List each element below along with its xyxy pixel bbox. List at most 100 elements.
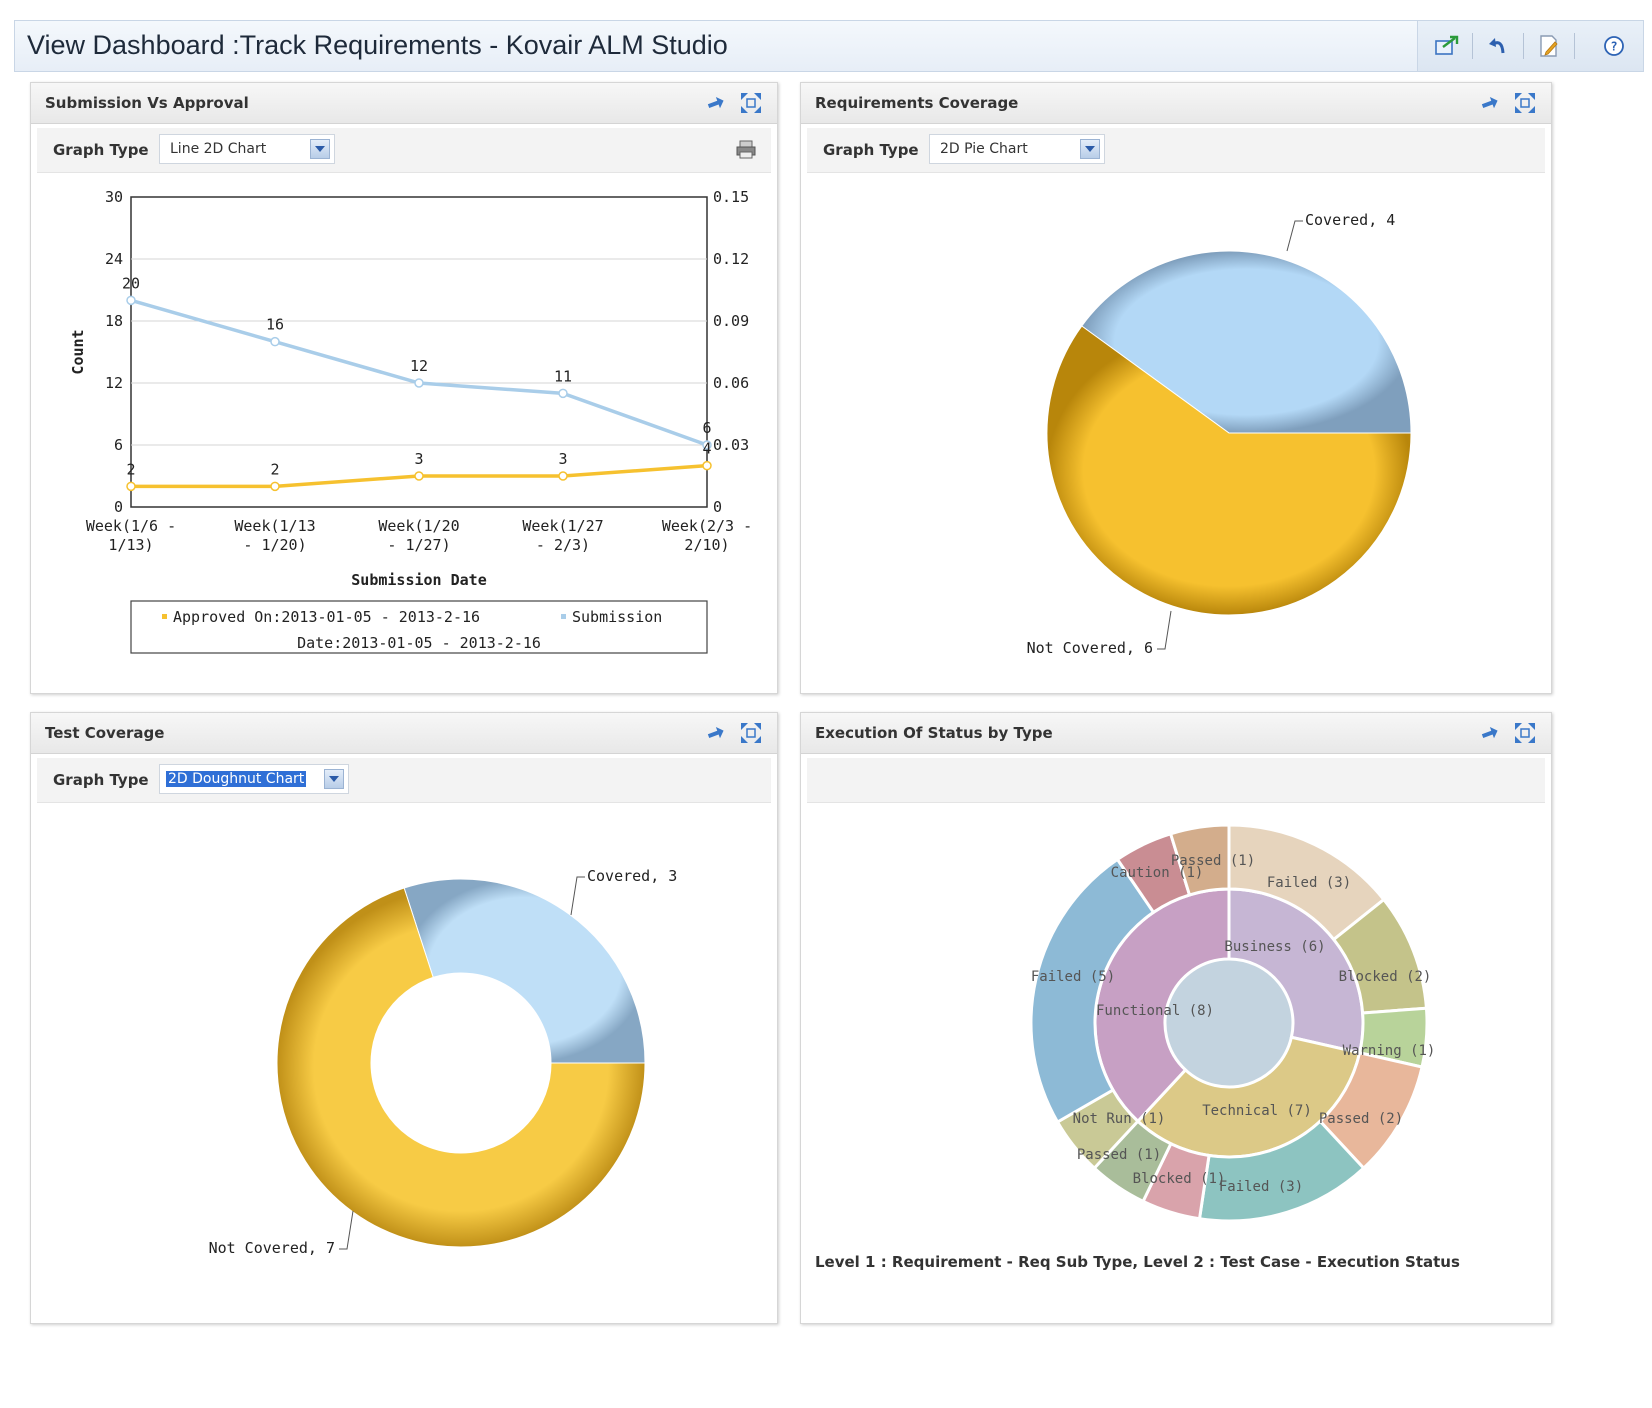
panel-tools [1479,91,1537,115]
y2-tick-label: 0.06 [713,374,749,392]
maximize-icon[interactable] [739,91,763,115]
data-label: 20 [122,274,140,292]
maximize-icon[interactable] [1513,91,1537,115]
chevron-down-icon[interactable] [1080,139,1100,159]
sunburst-chart: Business (6) Technical (7) Functional (8) F… [1029,823,1436,1223]
y2-tick-label: 0.09 [713,312,749,330]
sunburst-inner-label: Functional (8) [1096,1003,1214,1019]
refresh-icon[interactable] [1479,91,1503,115]
y2-tick-label: 0.03 [713,436,749,454]
y2-tick-label: 0.15 [713,188,749,206]
toolbar-separator [1523,33,1524,59]
sunburst-outer-label: Caution (1) [1111,865,1204,881]
print-icon[interactable] [735,140,757,160]
graph-type-label: Graph Type [53,771,149,789]
data-label: Not Covered, 6 [1027,639,1153,657]
graph-type-row: Graph Type Line 2D Chart [37,128,771,173]
x-tick-label: Week(1/6 - [86,517,176,535]
graph-type-select[interactable]: 2D Doughnut Chart [159,764,349,794]
y2-tick-label: 0.12 [713,250,749,268]
graph-type-value: 2D Pie Chart [940,141,1028,157]
chart-caption: Level 1 : Requirement - Req Sub Type, Le… [815,1253,1460,1271]
toolbar-empty-row [807,758,1545,803]
sunburst-outer-label: Failed (3) [1267,875,1351,891]
y-tick-label: 30 [105,188,123,206]
x-tick-label: 2/10) [684,536,729,554]
legend-item: Submission [572,608,662,626]
pie-chart: Covered, 4 Not Covered, 6 [1027,211,1412,657]
edit-document-icon[interactable] [1530,27,1568,65]
chevron-down-icon[interactable] [324,769,344,789]
maximize-icon[interactable] [739,721,763,745]
data-label: Covered, 4 [1305,211,1395,229]
sunburst-outer-label: Warning (1) [1343,1043,1436,1059]
graph-type-select[interactable]: 2D Pie Chart [929,134,1105,164]
data-label: 2 [270,460,279,478]
refresh-icon[interactable] [1479,721,1503,745]
panel-header: Submission Vs Approval [31,83,777,124]
data-label: 11 [554,367,572,385]
panel-header: Requirements Coverage [801,83,1551,124]
y-tick-label: 18 [105,312,123,330]
y-tick-label: 6 [114,436,123,454]
x-tick-label: Week(1/27 [522,517,603,535]
data-point [414,378,424,388]
x-tick-label: Week(1/20 [378,517,459,535]
data-label: 3 [414,450,423,468]
graph-type-label: Graph Type [823,141,919,159]
export-icon[interactable] [1428,27,1466,65]
panel-tools [705,721,763,745]
legend-swatch-submission [561,614,566,619]
sunburst-outer-label: Passed (1) [1171,853,1255,869]
panel-test-coverage: Test Coverage Graph Type 2D Doughnut Cha… [30,712,778,1324]
window-title: View Dashboard :Track Requirements - Kov… [27,30,728,60]
sunburst-outer-label: Blocked (1) [1133,1171,1226,1187]
graph-type-row: Graph Type 2D Pie Chart [807,128,1545,173]
panel-title: Execution Of Status by Type [815,724,1053,742]
refresh-icon[interactable] [705,91,729,115]
data-label: 4 [702,440,711,458]
y-tick-label: 24 [105,250,123,268]
y2-tick-label: 0 [713,498,722,516]
x-tick-label: - 1/27) [387,536,450,554]
toolbar-separator [1472,33,1473,59]
chevron-down-icon[interactable] [310,139,330,159]
pie-slice [1081,250,1412,434]
x-tick-label: Week(2/3 - [662,517,752,535]
doughnut-slice [403,878,646,1064]
help-icon[interactable]: ? [1595,27,1633,65]
sunburst-inner-label: Technical (7) [1202,1103,1312,1119]
toolbar-separator [1574,33,1575,59]
graph-type-label: Graph Type [53,141,149,159]
x-axis-label: Submission Date [351,571,486,589]
graph-type-value: Line 2D Chart [170,141,267,157]
graph-type-select[interactable]: Line 2D Chart [159,134,335,164]
plot-area [130,196,708,508]
sunburst-outer-label: Passed (2) [1319,1111,1403,1127]
legend-swatch-approved [162,614,167,619]
sunburst-outer-label: Not Run (1) [1073,1111,1166,1127]
x-tick-label: - 1/20) [243,536,306,554]
data-label: Covered, 3 [587,867,677,885]
maximize-icon[interactable] [1513,721,1537,745]
x-tick-label: 1/13) [108,536,153,554]
sunburst-outer-segment [1029,857,1156,1125]
data-label: 6 [702,419,711,437]
refresh-icon[interactable] [705,721,729,745]
leader-line [570,876,585,916]
panel-tools [705,91,763,115]
panel-requirements-coverage: Requirements Coverage Graph Type 2D Pie … [800,82,1552,694]
data-point [558,388,568,399]
data-point [270,481,280,492]
leader-line [1286,220,1303,252]
doughnut-chart: Covered, 3 Not Covered, 7 [209,867,678,1257]
svg-text:?: ? [1610,40,1617,54]
x-tick-label: - 2/3) [536,536,590,554]
y-tick-label: 12 [105,374,123,392]
sunburst-outer-label: Blocked (2) [1339,969,1432,985]
sunburst-inner-label: Business (6) [1224,939,1325,955]
undo-icon[interactable] [1479,27,1517,65]
data-label: 16 [266,316,284,334]
sunburst-outer-label: Failed (3) [1219,1179,1303,1195]
